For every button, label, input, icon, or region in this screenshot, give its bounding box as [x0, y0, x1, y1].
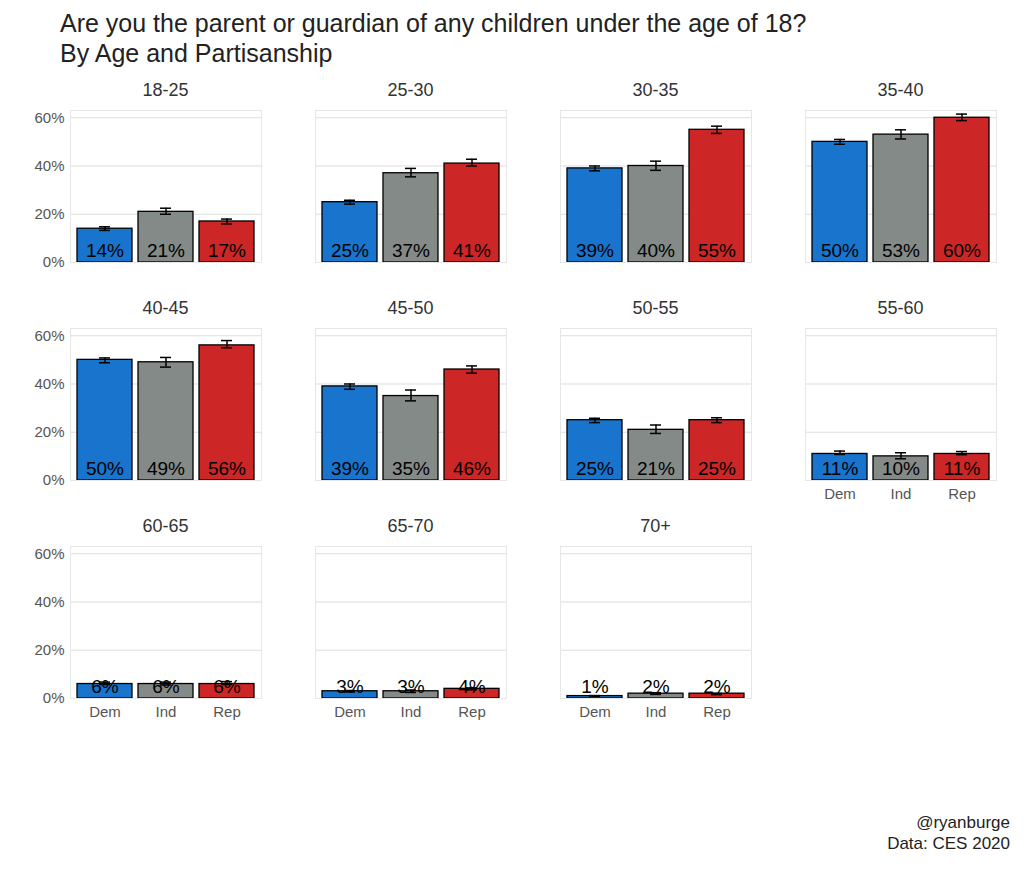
svg-text:3%: 3% — [397, 676, 425, 697]
svg-text:Rep: Rep — [948, 485, 976, 502]
svg-text:60%: 60% — [34, 109, 64, 126]
svg-text:Ind: Ind — [156, 703, 177, 720]
svg-text:40%: 40% — [34, 593, 64, 610]
svg-text:49%: 49% — [147, 458, 185, 479]
svg-text:53%: 53% — [882, 240, 920, 261]
svg-text:40%: 40% — [34, 375, 64, 392]
html-text:45-50: 45-50 — [387, 298, 434, 318]
svg-text:Rep: Rep — [213, 703, 241, 720]
svg-text:14%: 14% — [86, 240, 124, 261]
svg-text:Dem: Dem — [89, 703, 121, 720]
svg-text:Ind: Ind — [401, 703, 422, 720]
html-text:Are you the parent or guardian: Are you the parent or guardian of any ch… — [60, 9, 807, 37]
html-text:70+: 70+ — [640, 516, 671, 536]
svg-text:21%: 21% — [637, 458, 675, 479]
svg-text:Dem: Dem — [334, 703, 366, 720]
svg-text:25%: 25% — [331, 240, 369, 261]
svg-text:0%: 0% — [43, 689, 65, 706]
html-text:40-45: 40-45 — [142, 298, 189, 318]
svg-text:56%: 56% — [208, 458, 246, 479]
svg-text:37%: 37% — [392, 240, 430, 261]
svg-text:21%: 21% — [147, 240, 185, 261]
svg-text:50%: 50% — [86, 458, 124, 479]
svg-text:6%: 6% — [91, 676, 119, 697]
svg-text:17%: 17% — [208, 240, 246, 261]
html-text:30-35: 30-35 — [632, 80, 679, 100]
svg-text:20%: 20% — [34, 205, 64, 222]
html-text:60-65: 60-65 — [142, 516, 189, 536]
svg-text:46%: 46% — [453, 458, 491, 479]
svg-text:0%: 0% — [43, 471, 65, 488]
svg-text:6%: 6% — [213, 676, 241, 697]
html-text:Data: CES 2020: Data: CES 2020 — [887, 834, 1010, 853]
svg-text:2%: 2% — [642, 676, 670, 697]
svg-text:Rep: Rep — [703, 703, 731, 720]
svg-text:25%: 25% — [698, 458, 736, 479]
svg-text:1%: 1% — [581, 676, 609, 697]
svg-text:Dem: Dem — [579, 703, 611, 720]
svg-text:55%: 55% — [698, 240, 736, 261]
svg-text:60%: 60% — [34, 545, 64, 562]
svg-text:4%: 4% — [458, 676, 486, 697]
svg-text:20%: 20% — [34, 423, 64, 440]
svg-text:25%: 25% — [576, 458, 614, 479]
html-text:18-25: 18-25 — [142, 80, 189, 100]
svg-text:39%: 39% — [576, 240, 614, 261]
html-text:25-30: 25-30 — [387, 80, 434, 100]
svg-text:3%: 3% — [336, 676, 364, 697]
svg-text:40%: 40% — [34, 157, 64, 174]
svg-text:6%: 6% — [152, 676, 180, 697]
html-text:50-55: 50-55 — [632, 298, 679, 318]
svg-text:11%: 11% — [944, 458, 981, 479]
svg-text:60%: 60% — [34, 327, 64, 344]
svg-text:Dem: Dem — [824, 485, 856, 502]
svg-text:50%: 50% — [821, 240, 859, 261]
svg-text:2%: 2% — [703, 676, 731, 697]
svg-text:41%: 41% — [453, 240, 491, 261]
svg-text:60%: 60% — [943, 240, 981, 261]
svg-text:Ind: Ind — [646, 703, 667, 720]
svg-text:Rep: Rep — [458, 703, 486, 720]
html-text:@ryanburge: @ryanburge — [916, 813, 1010, 832]
html-text:65-70: 65-70 — [387, 516, 434, 536]
svg-text:39%: 39% — [331, 458, 369, 479]
html-text:55-60: 55-60 — [877, 298, 924, 318]
svg-text:0%: 0% — [43, 253, 65, 270]
svg-text:11%: 11% — [822, 458, 859, 479]
svg-text:40%: 40% — [637, 240, 675, 261]
svg-text:35%: 35% — [392, 458, 430, 479]
svg-text:10%: 10% — [882, 458, 920, 479]
svg-text:20%: 20% — [34, 641, 64, 658]
svg-text:Ind: Ind — [891, 485, 912, 502]
html-text:35-40: 35-40 — [877, 80, 924, 100]
html-text:By Age and Partisanship: By Age and Partisanship — [60, 39, 333, 67]
